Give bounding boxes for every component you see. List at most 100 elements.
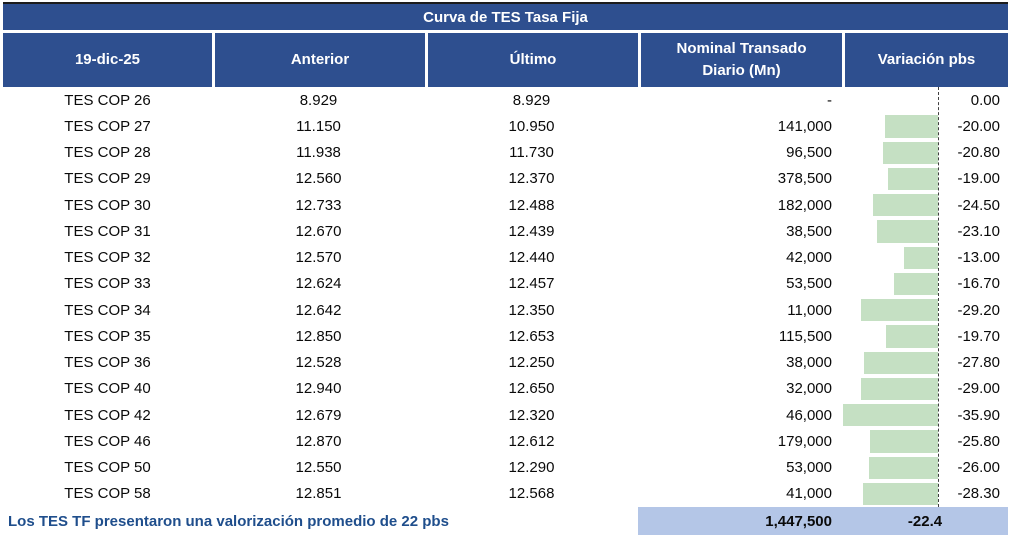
bond-name-cell: TES COP 42 xyxy=(64,406,151,424)
bond-name-cell: TES COP 30 xyxy=(64,196,151,214)
table-row: TES COP 35 12.850 12.653 115,500 -19.70 xyxy=(3,323,1008,349)
variacion-cell: 0.00 xyxy=(842,87,1008,113)
bond-name-cell: TES COP 58 xyxy=(64,485,151,503)
nominal-cell: 42,000 xyxy=(786,249,832,267)
header-variacion: Variación pbs xyxy=(842,33,1008,87)
bond-name-cell: TES COP 50 xyxy=(64,459,151,477)
variacion-cell: -19.00 xyxy=(842,166,1008,192)
variacion-cell: -26.00 xyxy=(842,455,1008,481)
variacion-value: -23.10 xyxy=(957,222,1000,240)
nominal-cell: 141,000 xyxy=(777,117,832,135)
variacion-bar xyxy=(882,141,938,164)
table-row: TES COP 32 12.570 12.440 42,000 -13.00 xyxy=(3,245,1008,271)
bond-name-cell: TES COP 34 xyxy=(64,301,151,319)
table-row: TES COP 50 12.550 12.290 53,000 -26.00 xyxy=(3,455,1008,481)
bond-name-cell: TES COP 32 xyxy=(64,249,151,267)
ultimo-cell: 8.929 xyxy=(512,91,551,109)
bond-name-cell: TES COP 26 xyxy=(64,91,151,109)
ultimo-cell: 10.950 xyxy=(508,117,555,135)
table-row: TES COP 27 11.150 10.950 141,000 -20.00 xyxy=(3,113,1008,139)
footer-variacion-promedio: -22.4 xyxy=(842,507,1008,535)
variacion-value: -29.20 xyxy=(957,301,1000,319)
zero-axis-dashed-line xyxy=(938,87,939,507)
nominal-cell: 96,500 xyxy=(786,144,832,162)
table-title-label: Curva de TES Tasa Fija xyxy=(423,8,588,26)
ultimo-cell: 12.370 xyxy=(508,170,555,188)
anterior-cell: 12.870 xyxy=(295,432,342,450)
nominal-cell: 11,000 xyxy=(787,301,832,319)
variacion-value: -13.00 xyxy=(957,249,1000,267)
nominal-cell: 53,500 xyxy=(786,275,832,293)
variacion-bar xyxy=(869,456,938,479)
variacion-bar xyxy=(861,377,938,400)
variacion-cell: -24.50 xyxy=(842,192,1008,218)
anterior-cell: 12.642 xyxy=(295,301,342,319)
table-row: TES COP 46 12.870 12.612 179,000 -25.80 xyxy=(3,428,1008,454)
table-header-row: 19-dic-25 Anterior Último Nominal Transa… xyxy=(3,33,1008,87)
variacion-cell: -27.80 xyxy=(842,350,1008,376)
bond-name-cell: TES COP 31 xyxy=(64,222,151,240)
header-date: 19-dic-25 xyxy=(3,33,212,87)
bond-name-cell: TES COP 35 xyxy=(64,327,151,345)
variacion-cell: -28.30 xyxy=(842,481,1008,507)
anterior-cell: 12.624 xyxy=(295,275,342,293)
variacion-value: -35.90 xyxy=(957,406,1000,424)
bond-name-cell: TES COP 46 xyxy=(64,432,151,450)
anterior-cell: 12.570 xyxy=(295,249,342,267)
anterior-cell: 11.150 xyxy=(296,117,341,135)
table-title: Curva de TES Tasa Fija xyxy=(3,2,1008,30)
variacion-cell: -29.20 xyxy=(842,297,1008,323)
ultimo-cell: 12.488 xyxy=(508,196,555,214)
variacion-cell: -19.70 xyxy=(842,323,1008,349)
variacion-value: -28.30 xyxy=(957,485,1000,503)
variacion-bar xyxy=(869,430,938,453)
variacion-value: -29.00 xyxy=(957,380,1000,398)
variacion-value: -16.70 xyxy=(957,275,1000,293)
footer-nominal-total: 1,447,500 xyxy=(638,507,842,535)
ultimo-cell: 12.290 xyxy=(508,459,555,477)
anterior-cell: 12.528 xyxy=(295,354,342,372)
table-row: TES COP 33 12.624 12.457 53,500 -16.70 xyxy=(3,271,1008,297)
ultimo-cell: 12.440 xyxy=(508,249,555,267)
variacion-value: -25.80 xyxy=(957,432,1000,450)
header-anterior: Anterior xyxy=(212,33,425,87)
ultimo-cell: 12.250 xyxy=(508,354,555,372)
variacion-value: -24.50 xyxy=(957,196,1000,214)
anterior-cell: 8.929 xyxy=(299,91,338,109)
nominal-cell: 53,000 xyxy=(786,459,832,477)
bond-name-cell: TES COP 36 xyxy=(64,354,151,372)
nominal-cell: 378,500 xyxy=(777,170,832,188)
nominal-cell: 46,000 xyxy=(786,406,832,424)
table-row: TES COP 29 12.560 12.370 378,500 -19.00 xyxy=(3,166,1008,192)
variacion-value: -20.00 xyxy=(957,117,1000,135)
table-row: TES COP 30 12.733 12.488 182,000 -24.50 xyxy=(3,192,1008,218)
bond-name-cell: TES COP 33 xyxy=(64,275,151,293)
variacion-value: -27.80 xyxy=(957,354,1000,372)
anterior-cell: 12.550 xyxy=(295,459,342,477)
nominal-cell: 38,000 xyxy=(786,354,832,372)
ultimo-cell: 12.653 xyxy=(508,327,555,345)
table-body: TES COP 26 8.929 8.929 - 0.00 TES COP 27 11.15… xyxy=(3,87,1008,507)
header-nominal: Nominal Transado Diario (Mn) xyxy=(638,33,842,87)
ultimo-cell: 12.439 xyxy=(508,222,555,240)
ultimo-cell: 12.568 xyxy=(508,485,555,503)
anterior-cell: 12.560 xyxy=(295,170,342,188)
nominal-cell: 179,000 xyxy=(777,432,832,450)
anterior-cell: 12.733 xyxy=(295,196,342,214)
table-row: TES COP 28 11.938 11.730 96,500 -20.80 xyxy=(3,140,1008,166)
variacion-cell: -13.00 xyxy=(842,245,1008,271)
variacion-value: -20.80 xyxy=(957,144,1000,162)
ultimo-cell: 12.350 xyxy=(508,301,555,319)
variacion-cell: -35.90 xyxy=(842,402,1008,428)
variacion-value: -19.70 xyxy=(957,327,1000,345)
variacion-cell: -29.00 xyxy=(842,376,1008,402)
header-ultimo: Último xyxy=(425,33,638,87)
variacion-bar xyxy=(842,404,938,427)
variacion-cell: -23.10 xyxy=(842,218,1008,244)
anterior-cell: 12.850 xyxy=(295,327,342,345)
anterior-cell: 11.938 xyxy=(296,144,341,162)
bond-name-cell: TES COP 28 xyxy=(64,144,151,162)
variacion-bar xyxy=(873,194,938,217)
anterior-cell: 12.670 xyxy=(295,222,342,240)
